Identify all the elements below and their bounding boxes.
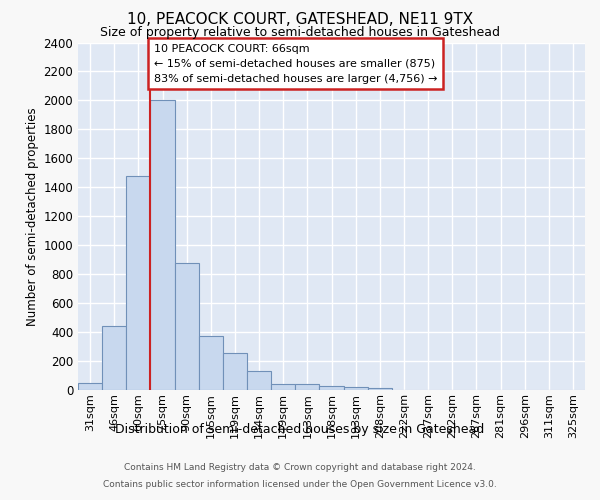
Bar: [102, 326, 126, 390]
Text: Contains public sector information licensed under the Open Government Licence v3: Contains public sector information licen…: [103, 480, 497, 489]
Text: 10, PEACOCK COURT, GATESHEAD, NE11 9TX: 10, PEACOCK COURT, GATESHEAD, NE11 9TX: [127, 12, 473, 26]
Bar: [151, 100, 175, 390]
Text: 10 PEACOCK COURT: 66sqm
← 15% of semi-detached houses are smaller (875)
83% of s: 10 PEACOCK COURT: 66sqm ← 15% of semi-de…: [154, 44, 437, 84]
Bar: [295, 384, 319, 390]
Text: Size of property relative to semi-detached houses in Gateshead: Size of property relative to semi-detach…: [100, 26, 500, 39]
Bar: [223, 353, 247, 390]
Bar: [175, 262, 199, 390]
Text: Distribution of semi-detached houses by size in Gateshead: Distribution of semi-detached houses by …: [115, 422, 485, 436]
Bar: [199, 336, 223, 390]
Bar: [271, 384, 295, 390]
Bar: [319, 386, 344, 390]
Bar: [368, 388, 392, 390]
Bar: [78, 384, 102, 390]
Text: Contains HM Land Registry data © Crown copyright and database right 2024.: Contains HM Land Registry data © Crown c…: [124, 464, 476, 472]
Bar: [247, 371, 271, 390]
Y-axis label: Number of semi-detached properties: Number of semi-detached properties: [26, 107, 39, 326]
Bar: [126, 176, 151, 390]
Bar: [344, 387, 368, 390]
